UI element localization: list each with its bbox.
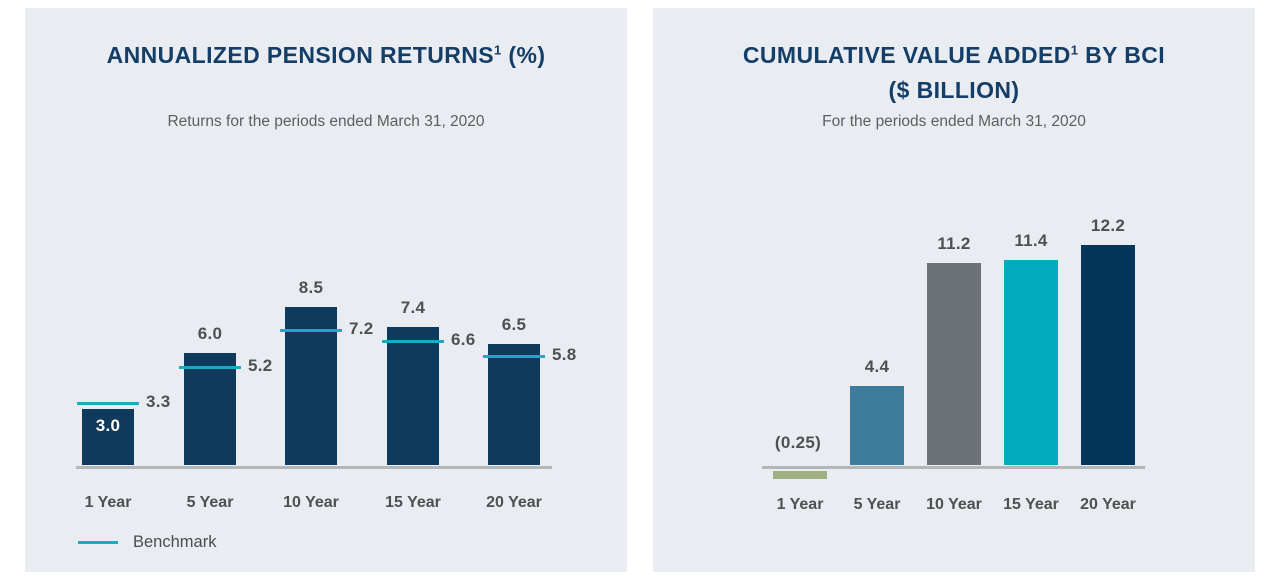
pension-returns-subtitle: Returns for the periods ended March 31, … xyxy=(167,113,485,130)
value-added-bar xyxy=(850,386,904,465)
bar-value-label: 11.4 xyxy=(1014,231,1048,250)
bar-value-label: 12.2 xyxy=(1090,216,1126,235)
pension-returns-panel: ANNUALIZED PENSION RETURNS1 (%) Returns … xyxy=(25,8,627,572)
x-axis-label: 5 Year xyxy=(853,496,901,513)
value-added-bar xyxy=(927,263,981,465)
x-axis-label: 20 Year xyxy=(486,494,542,511)
bar-value-label: 4.4 xyxy=(864,357,890,376)
benchmark-value-label: 7.2 xyxy=(349,319,374,338)
x-axis-label: 1 Year xyxy=(84,494,132,511)
benchmark-tick-line xyxy=(280,329,342,332)
title-line2: ($ BILLION) xyxy=(888,77,1020,103)
benchmark-value-label: 5.8 xyxy=(552,345,577,364)
benchmark-tick-line xyxy=(483,355,545,358)
benchmark-legend: Benchmark xyxy=(78,533,216,552)
bar-value-label: 11.2 xyxy=(937,234,971,253)
x-axis-label: 10 Year xyxy=(926,496,982,513)
benchmark-value-label: 5.2 xyxy=(248,356,273,375)
x-axis-label: 15 Year xyxy=(385,494,441,511)
bar-value-label: 6.0 xyxy=(197,324,223,343)
return-bar xyxy=(488,344,540,465)
value-added-panel: CUMULATIVE VALUE ADDED1 BY BCI ($ BILLIO… xyxy=(653,8,1255,572)
benchmark-tick-line xyxy=(77,402,139,405)
x-axis-baseline xyxy=(762,466,1145,469)
value-added-title: CUMULATIVE VALUE ADDED1 BY BCI ($ BILLIO… xyxy=(653,38,1255,108)
bar-value-label: (0.25) xyxy=(774,433,822,452)
bar-value-label: 8.5 xyxy=(298,278,324,297)
title-line1: ANNUALIZED PENSION RETURNS1 (%) xyxy=(106,42,546,68)
benchmark-tick-line xyxy=(179,366,241,369)
value-added-subtitle: For the periods ended March 31, 2020 xyxy=(822,113,1086,130)
value-added-plot: (0.25) 1 Year 4.4 5 Year 11.2 10 Year 11.4 15 Y… xyxy=(653,8,1255,572)
pension-returns-title: ANNUALIZED PENSION RETURNS1 (%) xyxy=(25,38,627,73)
return-bar xyxy=(184,353,236,465)
bar-value-label: 6.5 xyxy=(501,315,527,334)
title-line1: CUMULATIVE VALUE ADDED1 BY BCI xyxy=(742,42,1166,68)
bar-value-label: 3.0 xyxy=(95,416,121,435)
x-axis-label: 10 Year xyxy=(283,494,339,511)
bar-value-label: 7.4 xyxy=(400,298,426,317)
benchmark-value-label: 6.6 xyxy=(451,330,476,349)
return-bar xyxy=(285,307,337,465)
x-axis-label: 20 Year xyxy=(1080,496,1136,513)
value-added-bar xyxy=(1004,260,1058,465)
benchmark-line-swatch xyxy=(78,541,118,544)
footnote-marker: 1 xyxy=(1070,42,1079,58)
benchmark-value-label: 3.3 xyxy=(146,392,171,411)
value-added-bar-negative xyxy=(773,471,827,479)
x-axis-label: 15 Year xyxy=(1003,496,1059,513)
benchmark-tick-line xyxy=(382,340,444,343)
x-axis-label: 1 Year xyxy=(776,496,824,513)
x-axis-baseline xyxy=(76,466,552,469)
x-axis-label: 5 Year xyxy=(186,494,234,511)
return-bar xyxy=(82,409,134,465)
return-bar xyxy=(387,327,439,465)
benchmark-legend-label: Benchmark xyxy=(133,533,217,551)
pension-returns-plot: 3.0 3.3 1 Year 6.0 5.2 5 Year 8.5 7.2 10 Year 7.4… xyxy=(25,8,627,572)
value-added-bar xyxy=(1081,245,1135,465)
footnote-marker: 1 xyxy=(493,42,502,58)
